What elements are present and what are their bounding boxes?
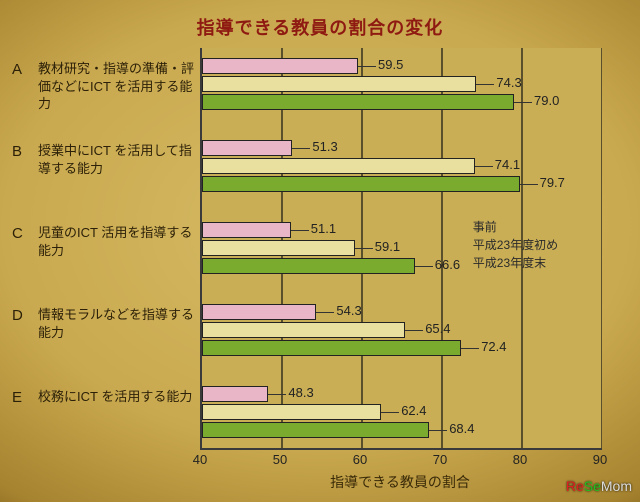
leader-line: [268, 394, 286, 395]
leader-line: [461, 348, 479, 349]
category-text: 児童のICT 活用を指導する能力: [38, 224, 202, 259]
category-text: 授業中にICT を活用して指導する能力: [38, 142, 202, 177]
leader-line: [429, 430, 447, 431]
leader-line: [476, 84, 494, 85]
value-label: 66.6: [435, 257, 460, 272]
category-label-B: B 授業中にICT を活用して指導する能力: [12, 142, 202, 177]
category-letter: C: [12, 224, 28, 244]
value-label: 59.5: [378, 57, 403, 72]
bar-A-yellow: [202, 76, 476, 92]
bar-C-pink: [202, 222, 291, 238]
x-axis-ticks: 405060708090: [200, 452, 600, 470]
leader-line: [415, 266, 433, 267]
bar-B-pink: [202, 140, 292, 156]
value-label: 59.1: [375, 239, 400, 254]
leader-line: [358, 66, 376, 67]
category-text: 校務にICT を活用する能力: [38, 388, 202, 406]
bar-A-green: [202, 94, 514, 110]
x-tick: 90: [593, 452, 607, 467]
bar-E-green: [202, 422, 429, 438]
x-axis-label: 指導できる教員の割合: [200, 472, 600, 492]
value-label: 54.3: [336, 303, 361, 318]
category-label-C: C 児童のICT 活用を指導する能力: [12, 224, 202, 259]
bar-B-green: [202, 176, 520, 192]
value-label: 79.0: [534, 93, 559, 108]
category-letter: D: [12, 306, 28, 326]
legend-item-yellow: 平成23年度初め: [473, 236, 558, 254]
bar-E-yellow: [202, 404, 381, 420]
bar-C-green: [202, 258, 415, 274]
leader-line: [475, 166, 493, 167]
category-letter: E: [12, 388, 28, 408]
category-letter: B: [12, 142, 28, 162]
value-label: 79.7: [540, 175, 565, 190]
x-tick: 40: [193, 452, 207, 467]
leader-line: [355, 248, 373, 249]
bar-E-pink: [202, 386, 268, 402]
bar-B-yellow: [202, 158, 475, 174]
category-letter: A: [12, 60, 28, 80]
leader-line: [316, 312, 334, 313]
x-tick: 80: [513, 452, 527, 467]
value-label: 51.1: [311, 221, 336, 236]
value-label: 74.3: [496, 75, 521, 90]
value-label: 68.4: [449, 421, 474, 436]
value-label: 48.3: [288, 385, 313, 400]
bar-D-pink: [202, 304, 316, 320]
leader-line: [291, 230, 309, 231]
category-text: 情報モラルなどを指導する能力: [38, 306, 202, 341]
category-label-D: D 情報モラルなどを指導する能力: [12, 306, 202, 341]
bar-A-pink: [202, 58, 358, 74]
leader-line: [292, 148, 310, 149]
bar-C-yellow: [202, 240, 355, 256]
legend: 事前 平成23年度初め 平成23年度末: [473, 218, 558, 272]
leader-line: [405, 330, 423, 331]
legend-item-green: 平成23年度末: [473, 254, 558, 272]
x-tick: 60: [353, 452, 367, 467]
value-label: 72.4: [481, 339, 506, 354]
leader-line: [514, 102, 532, 103]
x-tick: 50: [273, 452, 287, 467]
x-tick: 70: [433, 452, 447, 467]
value-label: 74.1: [495, 157, 520, 172]
value-label: 51.3: [312, 139, 337, 154]
bar-D-yellow: [202, 322, 405, 338]
category-label-A: A 教材研究・指導の準備・評価などにICT を活用する能力: [12, 60, 202, 113]
category-label-E: E 校務にICT を活用する能力: [12, 388, 202, 408]
leader-line: [520, 184, 538, 185]
category-text: 教材研究・指導の準備・評価などにICT を活用する能力: [38, 60, 202, 113]
value-label: 62.4: [401, 403, 426, 418]
chart-title: 指導できる教員の割合の変化: [0, 14, 640, 40]
legend-item-pink: 事前: [473, 218, 558, 236]
watermark: ReSeMom: [566, 478, 632, 494]
bar-D-green: [202, 340, 461, 356]
value-label: 65.4: [425, 321, 450, 336]
leader-line: [381, 412, 399, 413]
